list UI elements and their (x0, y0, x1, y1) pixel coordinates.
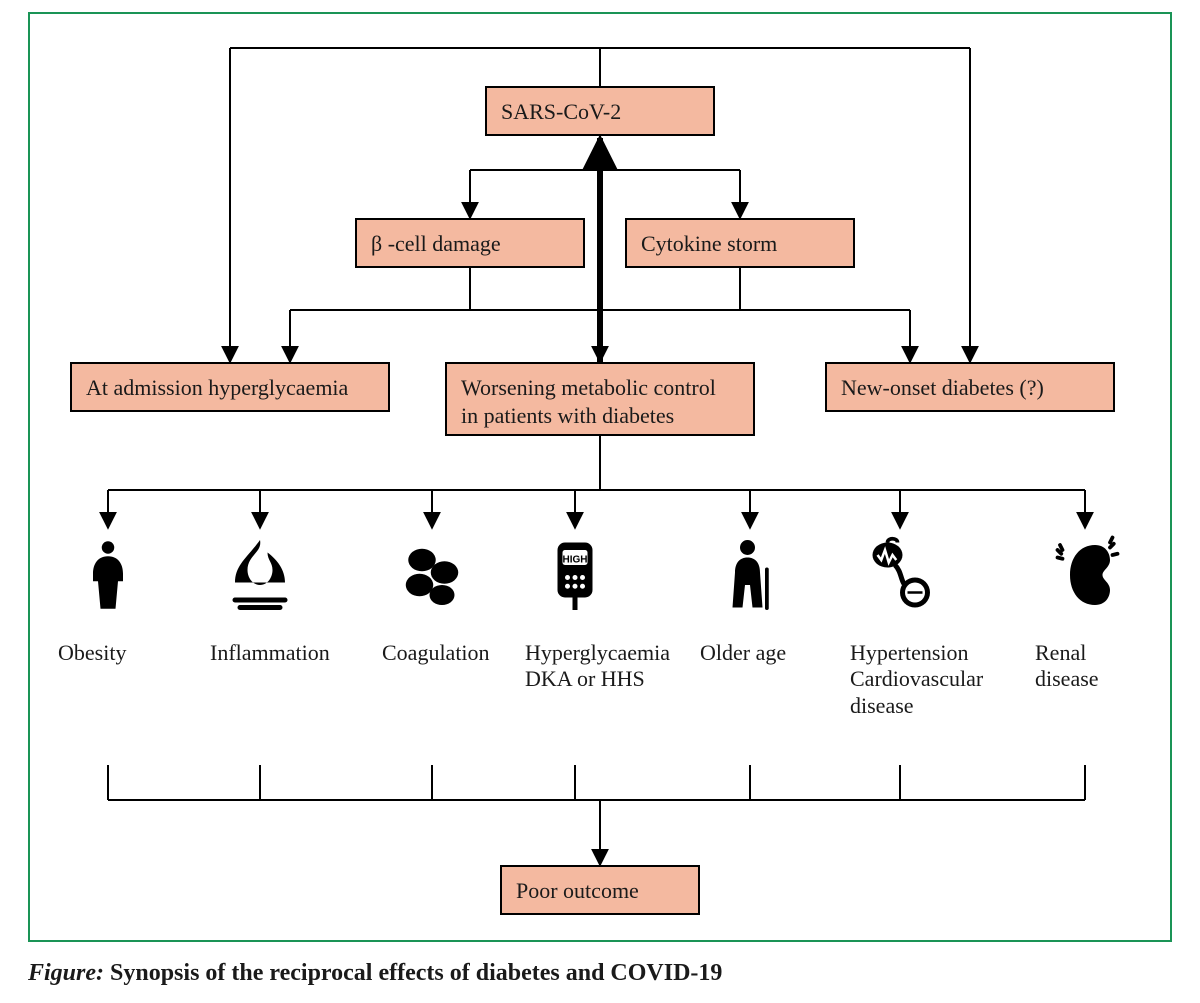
node-label: Cytokine storm (641, 230, 777, 258)
hyperglycaemia-icon: HIGH (525, 530, 625, 620)
renal-icon (1035, 530, 1135, 620)
obesity-icon (58, 530, 158, 620)
svg-text:HIGH: HIGH (563, 555, 588, 566)
obesity-label: Obesity (58, 640, 126, 666)
node-label: SARS-CoV-2 (501, 98, 621, 126)
coagulation-label: Coagulation (382, 640, 490, 666)
caption-prefix: Figure: (28, 960, 104, 986)
inflammation-label: Inflammation (210, 640, 330, 666)
node-admission-hyperglycaemia: At admission hyperglycaemia (70, 362, 390, 412)
caption-text: Synopsis of the reciprocal effects of di… (110, 960, 722, 986)
renal-label: Renal disease (1035, 640, 1099, 693)
arrows-layer (0, 0, 1200, 1003)
node-label: Poor outcome (516, 877, 639, 905)
node-label: Worsening metabolic control in patients … (461, 374, 716, 429)
node-new-onset-diabetes: New-onset diabetes (?) (825, 362, 1115, 412)
node-poor-outcome: Poor outcome (500, 865, 700, 915)
node-sars-cov-2: SARS-CoV-2 (485, 86, 715, 136)
node-label: New-onset diabetes (?) (841, 374, 1044, 402)
hyperglycaemia-label: Hyperglycaemia DKA or HHS (525, 640, 670, 693)
figure-caption: Figure: Synopsis of the reciprocal effec… (28, 960, 722, 987)
node-worsening-metabolic-control: Worsening metabolic control in patients … (445, 362, 755, 436)
node-cytokine-storm: Cytokine storm (625, 218, 855, 268)
figure: SARS-CoV-2 β -cell damage Cytokine storm… (0, 0, 1200, 1003)
hypertension-icon (850, 530, 950, 620)
inflammation-icon (210, 530, 310, 620)
node-beta-cell-damage: β -cell damage (355, 218, 585, 268)
node-label: β -cell damage (371, 230, 501, 258)
coagulation-icon (382, 530, 482, 620)
node-label: At admission hyperglycaemia (86, 374, 348, 402)
olderage-label: Older age (700, 640, 786, 666)
hypertension-label: Hypertension Cardiovascular disease (850, 640, 983, 719)
olderage-icon (700, 530, 800, 620)
